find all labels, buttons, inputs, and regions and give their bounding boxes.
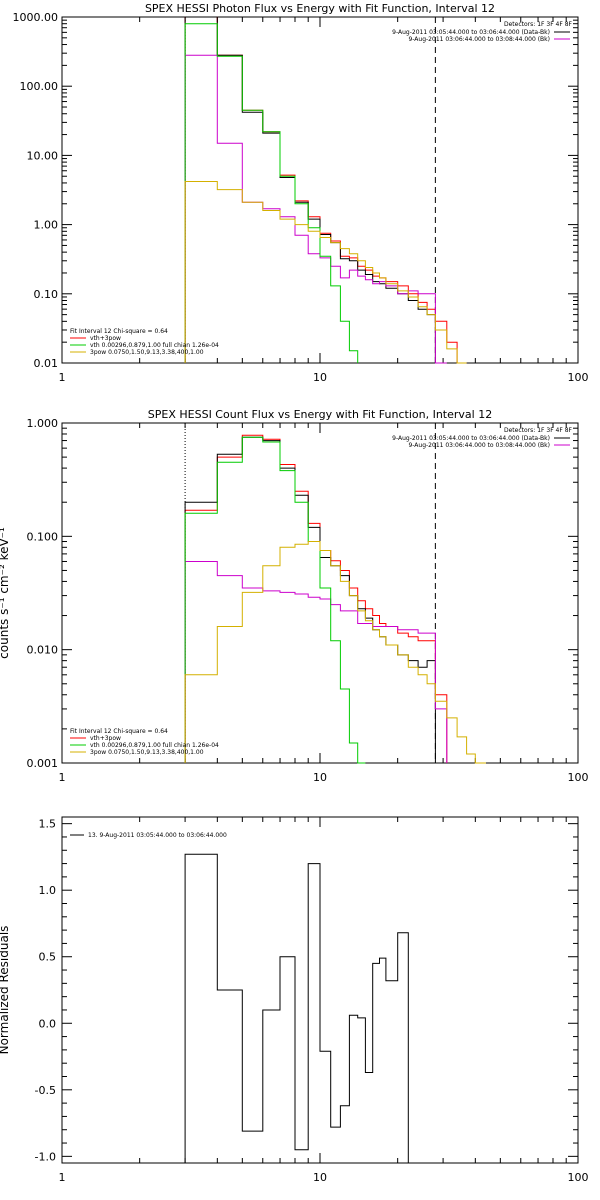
y-tick-label: 1000.00 — [13, 11, 59, 24]
histogram-series — [184, 436, 366, 764]
y-tick-label: 0.100 — [27, 530, 59, 543]
y-tick-label: 0.10 — [34, 288, 59, 301]
histogram-series — [184, 54, 447, 364]
plot-frame — [61, 422, 579, 764]
legend-entry-text: 9-Aug-2011 03:06:44.000 to 03:08:44.000 … — [408, 36, 550, 43]
y-tick-label: 1.5 — [39, 818, 57, 831]
y-axis-label: counts s⁻¹ cm⁻² keV⁻¹ — [0, 527, 11, 659]
legend-entry-text: 9-Aug-2011 03:05:44.000 to 03:06:44.000 … — [392, 29, 550, 36]
x-tick-label: 1 — [59, 771, 66, 784]
y-tick-label: 0.0 — [39, 1017, 57, 1030]
histogram-series — [184, 853, 409, 1163]
y-axis-label: Normalized Residuals — [0, 926, 11, 1055]
x-tick-label: 1 — [59, 371, 66, 384]
plot-frame — [61, 16, 579, 364]
chart-title: SPEX HESSI Photon Flux vs Energy with Fi… — [145, 2, 495, 15]
y-tick-label: 0.01 — [34, 357, 59, 370]
legend-entry-text: vth 0.00296,0.879,1.00 full chian 1.26e-… — [90, 742, 219, 749]
y-tick-label: -0.5 — [35, 1084, 56, 1097]
histogram-series — [184, 561, 448, 763]
y-tick-label: 100.00 — [20, 80, 59, 93]
legend-entry-text: 3pow 0.0750,1.50,9.13,3.38,400,1.00 — [90, 749, 204, 756]
chart-title: SPEX HESSI Count Flux vs Energy with Fit… — [148, 408, 492, 421]
y-tick-label: 0.5 — [39, 951, 57, 964]
x-tick-label: 100 — [568, 1171, 589, 1184]
legend-entry-text: 13. 9-Aug-2011 03:05:44.000 to 03:06:44.… — [88, 832, 227, 839]
x-tick-label: 10 — [313, 1171, 327, 1184]
fit-header: Fit Interval 12 Chi-square = 0.64 — [70, 728, 168, 735]
y-tick-label: 0.010 — [27, 644, 59, 657]
x-tick-label: 10 — [313, 371, 327, 384]
x-tick-label: 100 — [568, 371, 589, 384]
x-tick-label: 1 — [59, 1171, 66, 1184]
y-tick-label: 0.001 — [27, 757, 59, 770]
y-tick-label: 1.000 — [27, 417, 59, 430]
y-tick-label: 1.0 — [39, 884, 57, 897]
histogram-series — [184, 23, 359, 363]
x-tick-label: 100 — [568, 771, 589, 784]
legend-entry-text: vth 0.00296,0.879,1.00 full chian 1.26e-… — [90, 342, 219, 349]
histogram-series — [184, 434, 448, 763]
detectors-label: Detectors: 1F 3F 4F 8F — [504, 427, 573, 434]
fit-header: Fit Interval 12 Chi-square = 0.64 — [70, 328, 168, 335]
histogram-series — [184, 181, 467, 364]
legend-entry-text: 9-Aug-2011 03:05:44.000 to 03:06:44.000 … — [392, 435, 550, 442]
y-tick-label: 10.00 — [27, 149, 59, 162]
histogram-series — [184, 541, 486, 764]
legend-entry-text: 9-Aug-2011 03:06:44.000 to 03:08:44.000 … — [408, 442, 550, 449]
histogram-series — [184, 436, 436, 763]
legend-entry-text: vth+3pow — [90, 735, 121, 742]
detectors-label: Detectors: 1F 3F 4F 8F — [504, 21, 573, 28]
x-tick-label: 10 — [313, 771, 327, 784]
legend-entry-text: vth+3pow — [90, 335, 121, 342]
y-tick-label: 1.00 — [34, 219, 59, 232]
y-tick-label: -1.0 — [35, 1150, 56, 1163]
legend-entry-text: 3pow 0.0750,1.50,9.13,3.38,400,1.00 — [90, 349, 204, 356]
